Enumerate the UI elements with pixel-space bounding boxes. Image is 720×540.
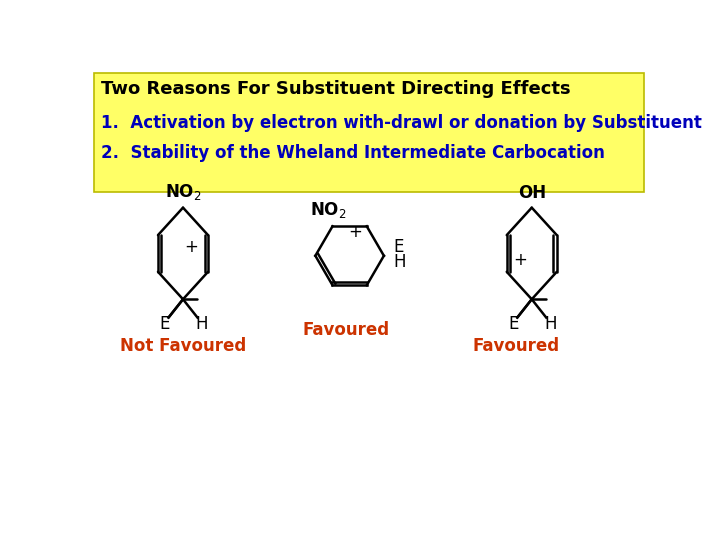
Text: +: + [348,222,362,240]
Text: 2.  Stability of the Wheland Intermediate Carbocation: 2. Stability of the Wheland Intermediate… [101,144,605,163]
Text: Not Favoured: Not Favoured [120,337,246,355]
Text: +: + [513,251,527,269]
Text: E: E [159,315,170,333]
Text: +: + [184,238,198,256]
Text: H: H [393,253,405,271]
Text: Favoured: Favoured [302,321,390,340]
Text: E: E [393,238,403,255]
Text: OH: OH [518,184,546,202]
Text: H: H [544,315,557,333]
Text: NO$_2$: NO$_2$ [310,200,347,220]
Text: 1.  Activation by electron with-drawl or donation by Substituent: 1. Activation by electron with-drawl or … [101,113,702,132]
Text: H: H [195,315,207,333]
Text: NO$_2$: NO$_2$ [165,182,201,202]
Text: E: E [508,315,518,333]
Text: Favoured: Favoured [473,337,560,355]
FancyBboxPatch shape [94,72,644,192]
Text: Two Reasons For Substituent Directing Effects: Two Reasons For Substituent Directing Ef… [101,80,570,98]
